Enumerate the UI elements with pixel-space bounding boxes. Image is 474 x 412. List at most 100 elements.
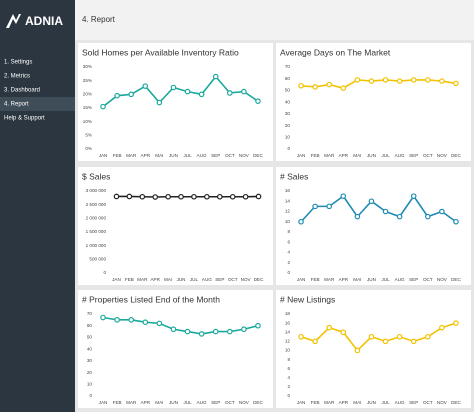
marker [368,78,375,84]
chart-title: # Sales [280,171,308,181]
y-tick-label: 20 [87,370,93,375]
y-tick-label: 0 [89,393,92,398]
y-tick-label: 16 [285,320,291,325]
marker [128,317,135,323]
marker [100,314,106,321]
marker [139,193,146,200]
panel [276,43,471,161]
x-tick-label: JAN [297,400,306,405]
y-tick-label: 50 [285,88,291,93]
marker [216,193,223,200]
marker [410,338,417,345]
menu-item[interactable]: 3. Dashboard [4,88,40,94]
y-tick-label: 12 [285,209,291,214]
marker [382,77,389,83]
x-tick-label: DEC [451,277,461,282]
y-tick-label: 0% [85,146,92,151]
logo-icon [6,14,21,28]
marker [396,213,403,220]
y-tick-label: 10% [83,119,92,124]
y-tick-label: 25% [83,78,92,83]
menu-active [0,97,75,111]
x-tick-label: NOV [241,277,252,282]
marker [184,88,191,95]
x-tick-label: SEP [215,277,224,282]
x-tick-label: JUN [169,400,178,405]
y-tick-label: 20% [83,92,92,97]
marker [255,98,261,104]
marker [410,193,417,199]
marker [340,85,347,91]
x-tick-label: FEB [311,400,320,405]
marker [326,203,333,210]
marker [312,84,318,90]
y-tick-label: 2 [287,384,290,389]
marker [298,218,304,225]
marker [170,326,177,333]
marker [354,347,361,354]
y-tick-label: 40 [285,99,291,104]
marker [156,320,163,327]
menu-item[interactable]: 1. Settings [4,60,32,66]
marker [340,329,347,336]
marker [156,99,163,106]
x-tick-label: JUL [190,277,199,282]
marker [198,331,205,337]
x-tick-label: JAN [99,400,108,405]
marker [340,193,347,199]
y-tick-label: 0 [287,393,290,398]
marker [396,333,403,340]
x-tick-label: JUN [367,153,376,158]
x-tick-label: OCT [228,277,238,282]
y-tick-label: 6 [287,239,290,244]
marker [114,317,120,323]
x-tick-label: MAI [155,153,163,158]
marker [170,84,177,91]
x-tick-label: MAR [126,400,137,405]
x-tick-label: APR [339,277,349,282]
menu-item[interactable]: 4. Report [4,102,29,108]
marker [100,103,106,110]
marker [368,198,375,205]
marker [212,328,219,335]
charts: Sold Homes per Available Inventory Ratio… [78,43,471,408]
menu-item[interactable]: 2. Metrics [4,74,30,80]
x-tick-label: AUG [197,153,207,158]
marker [424,213,431,220]
x-tick-label: FEB [311,153,320,158]
x-tick-label: JUN [367,277,376,282]
panel [78,167,273,285]
x-tick-label: MAR [324,400,335,405]
y-tick-label: 0 [103,270,106,275]
x-tick-label: JAN [297,153,306,158]
y-tick-label: 50 [87,335,93,340]
chart-title: $ Sales [82,171,110,181]
marker [453,218,459,225]
x-tick-label: MAI [155,400,163,405]
panel [78,290,273,408]
x-tick-label: MAR [324,277,335,282]
x-tick-label: JUN [177,277,186,282]
x-tick-label: APR [339,400,349,405]
y-tick-label: 0 [287,146,290,151]
marker [178,193,184,200]
y-tick-label: 30 [87,358,93,363]
x-tick-label: FEB [113,400,122,405]
y-tick-label: 10 [285,348,291,353]
marker [229,193,236,200]
x-tick-label: DEC [451,153,461,158]
marker [439,78,445,84]
marker [152,194,159,200]
marker [368,333,375,340]
y-tick-label: 5% [85,133,92,138]
marker [396,78,403,84]
x-tick-label: MAR [324,153,335,158]
menu-item[interactable]: Help & Support [4,116,45,122]
x-tick-label: JAN [99,153,108,158]
x-tick-label: APR [141,153,151,158]
marker [298,82,304,89]
x-tick-label: DEC [254,277,264,282]
marker [354,213,361,220]
x-tick-label: DEC [451,400,461,405]
y-tick-label: 3 000 000 [86,188,107,193]
